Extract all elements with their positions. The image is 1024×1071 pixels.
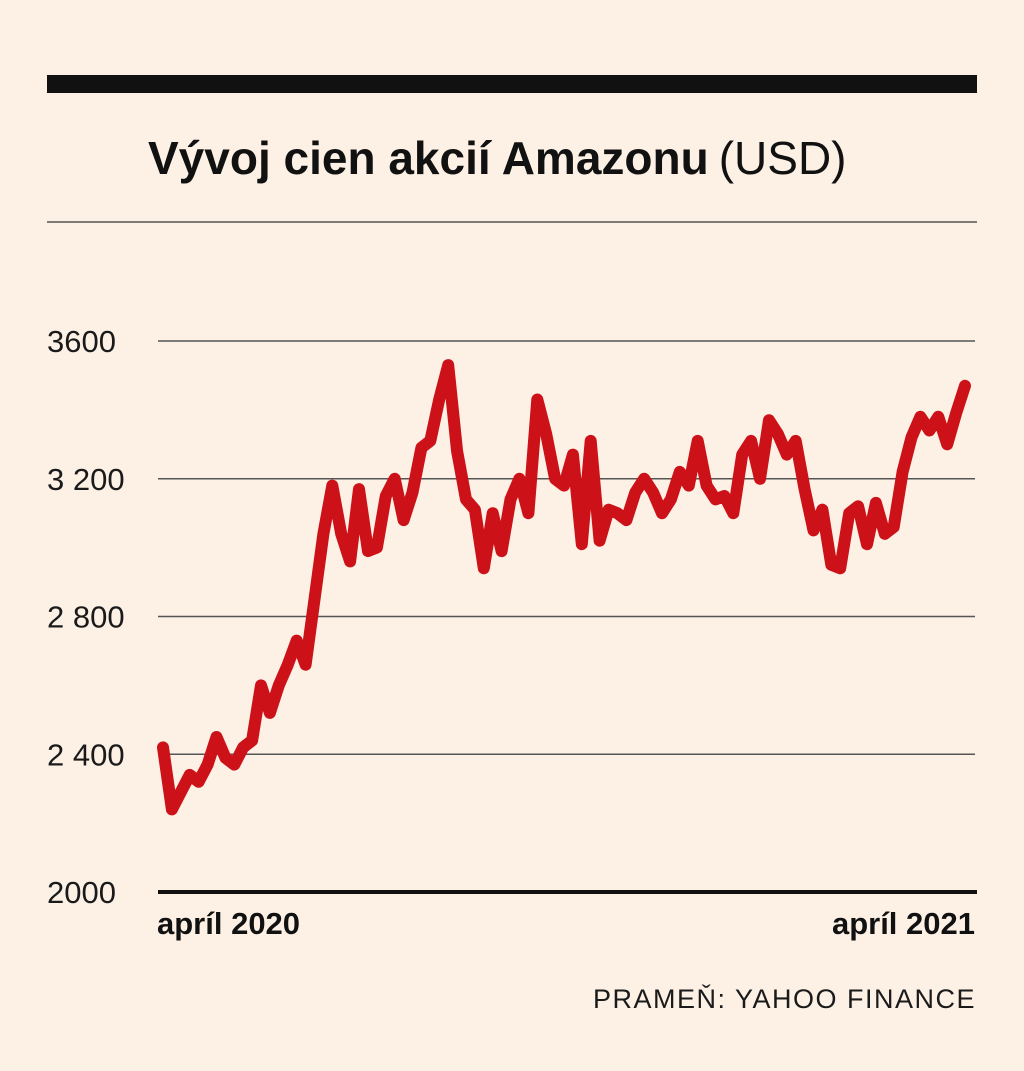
y-tick-label-2000: 2000 bbox=[47, 875, 116, 910]
source-credit: PRAMEŇ: YAHOO FINANCE bbox=[593, 983, 976, 1014]
y-tick-label-3200: 3 200 bbox=[47, 462, 125, 497]
x-label-end: apríl 2021 bbox=[832, 906, 975, 941]
y-tick-label-2400: 2 400 bbox=[47, 737, 125, 772]
chart-title-unit: (USD) bbox=[719, 132, 847, 184]
y-tick-label-2800: 2 800 bbox=[47, 600, 125, 635]
chart-title-main: Vývoj cien akcií Amazonu bbox=[148, 132, 709, 184]
y-tick-label-3600: 3600 bbox=[47, 324, 116, 359]
x-label-start: apríl 2020 bbox=[157, 906, 300, 941]
series-line-amzn bbox=[157, 359, 971, 816]
series-layer bbox=[157, 359, 971, 816]
y-axis-ticks: 2000 2 400 2 800 3 200 3600 bbox=[47, 324, 125, 910]
top-rule bbox=[47, 75, 977, 93]
chart-title: Vývoj cien akcií Amazonu (USD) bbox=[148, 132, 846, 184]
